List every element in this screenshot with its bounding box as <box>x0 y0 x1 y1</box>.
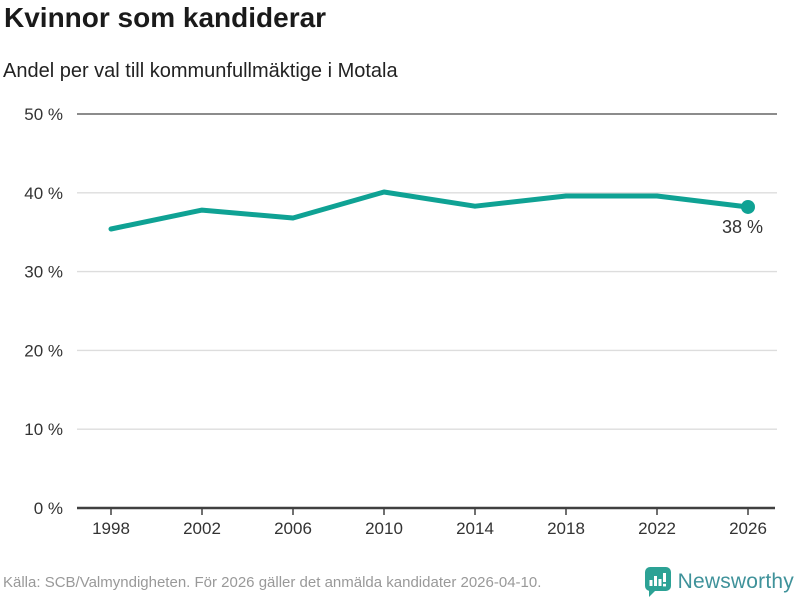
x-tick-label-2022: 2022 <box>638 519 676 538</box>
newsworthy-logo: Newsworthy <box>644 567 794 597</box>
x-tick-label-2018: 2018 <box>547 519 585 538</box>
newsworthy-bubble-chart-icon <box>644 567 671 597</box>
x-tick-label-1998: 1998 <box>92 519 130 538</box>
end-point-marker <box>741 199 755 214</box>
x-tick-label-2014: 2014 <box>456 519 494 538</box>
chart-subtitle: Andel per val till kommunfullmäktige i M… <box>3 60 398 82</box>
y-tick-label-10: 10 % <box>24 420 63 439</box>
chart-footer: Källa: SCB/Valmyndigheten. För 2026 gäll… <box>3 567 794 597</box>
source-note: Källa: SCB/Valmyndigheten. För 2026 gäll… <box>3 573 542 591</box>
y-tick-label-0: 0 % <box>34 499 63 518</box>
y-tick-label-30: 30 % <box>24 263 63 282</box>
end-value-label: 38 % <box>722 217 763 237</box>
y-tick-label-40: 40 % <box>24 184 63 203</box>
y-tick-label-20: 20 % <box>24 341 63 360</box>
x-tick-label-2002: 2002 <box>183 519 221 538</box>
x-tick-label-2010: 2010 <box>365 519 403 538</box>
newsworthy-logo-text: Newsworthy <box>677 570 794 593</box>
y-tick-label-50: 50 % <box>24 105 63 124</box>
x-tick-label-2026: 2026 <box>729 519 767 538</box>
data-line-andel-kvinnor-som-kandiderar <box>108 189 751 232</box>
chart-title: Kvinnor som kandiderar <box>4 2 327 33</box>
x-tick-label-2006: 2006 <box>274 519 312 538</box>
